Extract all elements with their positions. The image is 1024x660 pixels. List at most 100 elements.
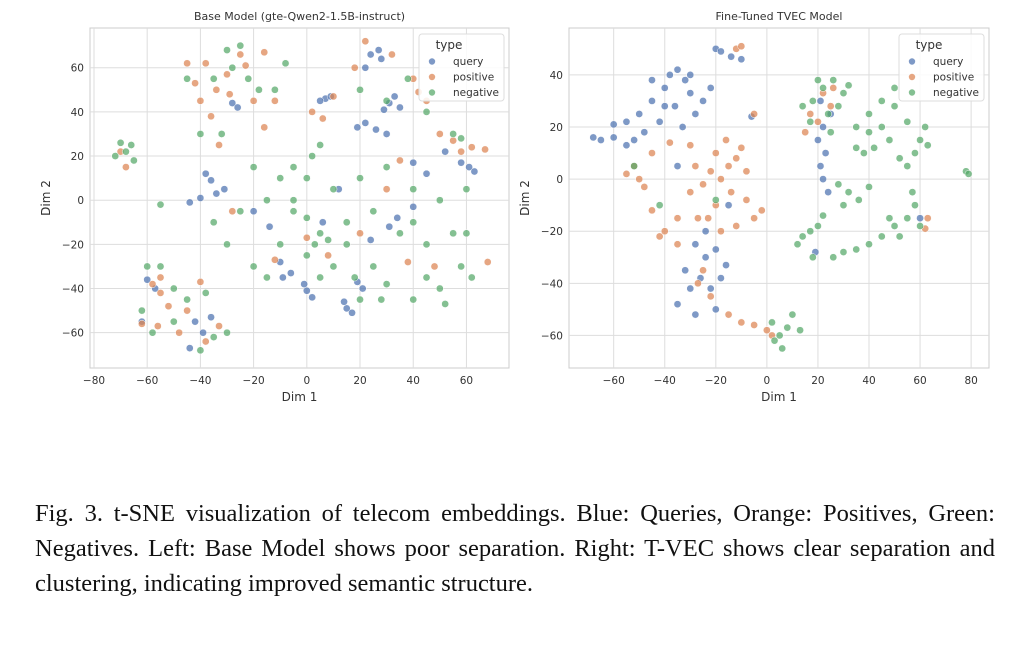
point-negative: [209, 74, 218, 83]
point-negative: [127, 141, 136, 149]
point-negative: [409, 295, 418, 304]
point-negative: [839, 248, 848, 256]
point-positive: [122, 163, 130, 171]
point-query: [409, 202, 418, 211]
point-negative: [356, 85, 364, 94]
point-positive: [148, 280, 157, 288]
point-positive: [196, 278, 205, 286]
point-query: [821, 149, 830, 157]
point-negative: [923, 141, 932, 150]
point-negative: [852, 143, 861, 152]
point-query: [673, 65, 682, 74]
point-query: [361, 119, 370, 127]
y-axis-label: Dim 2: [39, 180, 53, 216]
legend-box: [418, 33, 505, 102]
point-query: [816, 162, 825, 170]
point-query: [465, 163, 473, 171]
point-negative: [324, 236, 332, 244]
y-tick-label: 0: [556, 174, 563, 186]
point-negative: [964, 170, 973, 178]
point-query: [640, 128, 649, 137]
point-query: [340, 297, 348, 306]
point-negative: [356, 174, 364, 182]
point-negative: [409, 218, 418, 227]
point-negative: [711, 196, 720, 204]
point-negative: [770, 336, 779, 345]
point-positive: [727, 188, 735, 196]
point-negative: [911, 201, 919, 210]
point-negative: [422, 108, 431, 116]
point-positive: [329, 92, 338, 101]
point-query: [686, 89, 695, 97]
point-negative: [236, 41, 245, 50]
point-query: [201, 169, 210, 178]
point-negative: [143, 262, 152, 271]
legend-label-positive: positive: [933, 72, 974, 84]
point-negative: [903, 162, 912, 170]
point-positive: [236, 50, 245, 59]
point-query: [380, 105, 388, 114]
point-negative: [342, 240, 351, 249]
point-query: [372, 125, 380, 134]
point-positive: [318, 114, 327, 123]
point-query: [824, 188, 832, 196]
point-negative: [441, 300, 450, 308]
point-positive: [806, 110, 815, 118]
point-positive: [829, 84, 838, 92]
point-negative: [778, 344, 787, 353]
y-tick-label: 60: [71, 63, 84, 75]
point-negative: [196, 346, 205, 355]
point-negative: [310, 240, 319, 249]
point-positive: [722, 136, 730, 144]
point-negative: [209, 218, 218, 227]
point-query: [819, 123, 827, 131]
point-positive: [481, 145, 489, 154]
point-negative: [249, 163, 258, 171]
point-negative: [895, 232, 904, 241]
point-positive: [717, 175, 725, 183]
point-negative: [196, 130, 205, 138]
point-positive: [404, 258, 412, 266]
point-positive: [138, 319, 146, 328]
point-query: [655, 117, 664, 126]
point-negative: [209, 333, 218, 341]
legend-marker-query: [908, 58, 916, 65]
y-tick-label: 40: [71, 107, 84, 119]
y-tick-label: 20: [71, 151, 84, 163]
point-query: [377, 55, 386, 63]
point-query: [622, 141, 631, 150]
point-query: [361, 63, 370, 72]
point-negative: [236, 207, 245, 216]
x-tick-label: −60: [603, 375, 625, 387]
point-positive: [699, 180, 707, 189]
figure-caption: Fig. 3. t-SNE visualization of telecom e…: [35, 500, 995, 597]
point-negative: [356, 295, 364, 304]
x-tick-label: 20: [353, 375, 366, 387]
point-negative: [798, 232, 807, 241]
point-query: [691, 310, 700, 319]
point-query: [228, 99, 237, 107]
point-negative: [289, 163, 298, 171]
tsne-figure: −80 −60 −40 −20 0 20 40 60 −60 −40 −20 0 20 40 60 Base …: [39, 10, 990, 404]
point-positive: [706, 167, 715, 176]
point-query: [622, 117, 631, 126]
point-query: [441, 147, 450, 156]
point-query: [609, 120, 618, 129]
point-positive: [737, 42, 746, 51]
point-negative: [156, 262, 165, 271]
point-positive: [388, 50, 396, 59]
point-negative: [130, 156, 138, 165]
point-query: [706, 84, 715, 92]
point-query: [342, 304, 351, 313]
point-negative: [223, 328, 231, 337]
point-query: [819, 175, 827, 183]
point-positive: [814, 117, 822, 126]
series-negative: [630, 76, 973, 353]
point-positive: [435, 130, 444, 138]
point-query: [358, 284, 367, 293]
point-positive: [724, 310, 733, 319]
x-tick-label: 40: [407, 375, 420, 387]
point-query: [717, 274, 725, 282]
point-positive: [196, 97, 205, 105]
point-negative: [369, 207, 378, 216]
